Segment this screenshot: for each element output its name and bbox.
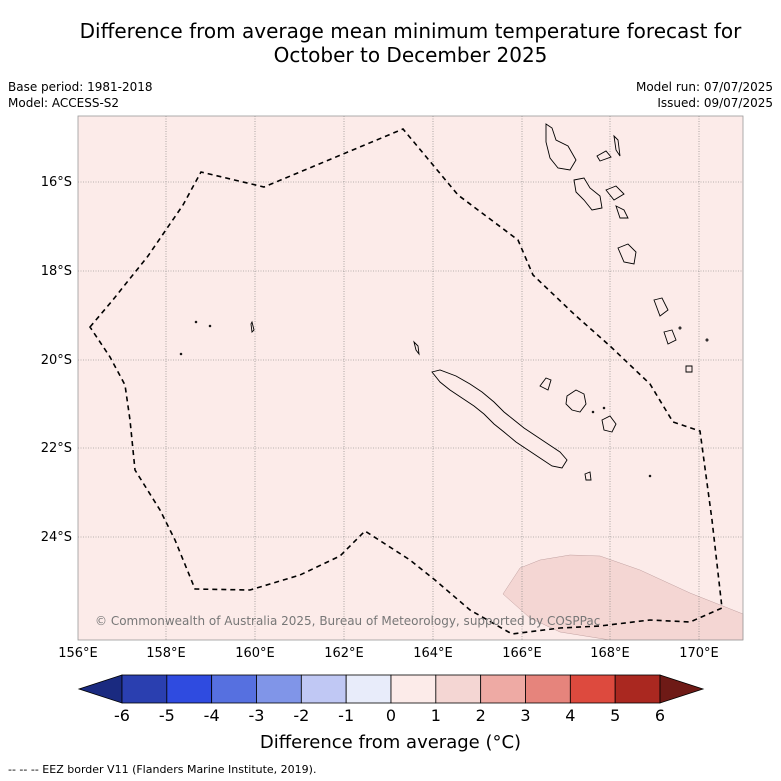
colorbar-tick-label: -3 [248, 706, 265, 725]
colorbar-tick-label: 2 [475, 706, 486, 725]
lat-label-20s: 20°S [40, 353, 72, 368]
eez-legend: -- -- -- EEZ border V11 (Flanders Marine… [8, 763, 317, 776]
colorbar-segment [435, 674, 482, 704]
lon-label-170e: 170°E [679, 646, 719, 661]
ouvea-island [539, 377, 552, 391]
map-frame [77, 115, 744, 641]
colorbar-tick-label: 5 [610, 706, 621, 725]
model-run: Model run: 07/07/2025 [635, 80, 773, 94]
colorbar-segment [256, 674, 302, 704]
anomaly-patch [502, 554, 744, 641]
gridlines [78, 116, 743, 640]
colorbar-tick-label: -5 [158, 706, 175, 725]
colorbar-segment [480, 674, 526, 704]
colorbar-tick-label: 3 [520, 706, 531, 725]
lat-label-24s: 24°S [40, 530, 72, 545]
colorbar-extend-high [659, 674, 705, 704]
new-caledonia-island [431, 369, 568, 469]
lon-label-162e: 162°E [324, 646, 364, 661]
mare-island [601, 415, 617, 433]
colorbar-tick-label: 6 [654, 706, 666, 725]
meta-left: Base period: 1981-2018 Model: ACCESS-S2 [8, 79, 153, 111]
colorbar-label: Difference from average (°C) [259, 732, 522, 753]
colorbar-segment [614, 674, 661, 704]
colorbar-tick-label: 1 [430, 706, 441, 725]
colorbar-segment [390, 674, 437, 704]
colorbar-tick-label: -6 [114, 706, 130, 725]
colorbar-segment [166, 674, 213, 704]
lon-label-168e: 168°E [590, 646, 630, 661]
colorbar-segment [300, 674, 347, 704]
lat-label-22s: 22°S [40, 441, 72, 456]
copyright-credit: © Commonwealth of Australia 2025, Bureau… [95, 614, 601, 628]
lat-label-16s: 16°S [40, 175, 72, 190]
lon-label-166e: 166°E [502, 646, 542, 661]
page-title: Difference from average mean minimum tem… [79, 19, 742, 67]
belep-islands [413, 340, 420, 356]
meta-right: Model run: 07/07/2025 Issued: 09/07/2025 [636, 79, 773, 111]
colorbar-tick-label: -4 [203, 706, 220, 725]
colorbar-segment [525, 674, 571, 704]
colorbar-extend-low [77, 674, 123, 704]
colorbar-tick-label: -2 [293, 706, 310, 725]
lon-label-160e: 160°E [235, 646, 275, 661]
colorbar-segment [345, 674, 392, 704]
colorbar-tick-label: 4 [565, 706, 576, 725]
eez-border [89, 128, 723, 635]
colorbar-tick-label: 0 [385, 706, 397, 725]
small-islets [179, 320, 709, 478]
base-period: Base period: 1981-2018 [8, 80, 153, 94]
colorbar-segment [211, 674, 257, 704]
map-background [78, 116, 743, 640]
colorbar [77, 674, 705, 704]
lifou-island [565, 389, 587, 413]
colorbar-segment [121, 674, 168, 704]
isle-of-pines [584, 471, 592, 481]
colorbar-segment [569, 674, 616, 704]
lat-label-18s: 18°S [40, 264, 72, 279]
model-name: Model: ACCESS-S2 [8, 96, 120, 110]
lon-label-158e: 158°E [146, 646, 186, 661]
vanuatu-islands [545, 123, 693, 373]
lon-label-164e: 164°E [413, 646, 453, 661]
lon-label-156e: 156°E [58, 646, 98, 661]
colorbar-tick-label: -1 [338, 706, 355, 725]
issued-date: Issued: 09/07/2025 [657, 96, 773, 110]
